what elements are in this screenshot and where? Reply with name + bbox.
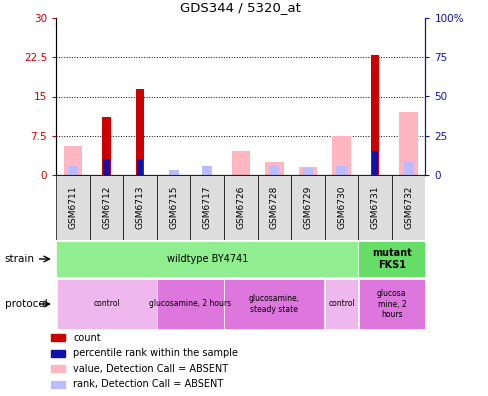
Text: protocol: protocol	[5, 299, 47, 309]
Text: GSM6732: GSM6732	[403, 186, 412, 229]
Bar	[57, 279, 156, 329]
Bar	[264, 162, 283, 175]
Text: GSM6713: GSM6713	[135, 186, 144, 229]
Bar	[269, 166, 279, 175]
Text: strain: strain	[5, 254, 35, 264]
Bar	[202, 166, 212, 175]
Text: count: count	[73, 333, 101, 343]
Bar	[137, 159, 143, 175]
Bar	[399, 112, 417, 175]
Text: value, Detection Call = ABSENT: value, Detection Call = ABSENT	[73, 364, 228, 374]
Text: GSM6717: GSM6717	[203, 186, 211, 229]
Bar	[123, 175, 157, 240]
Bar	[157, 279, 223, 329]
Text: percentile rank within the sample: percentile rank within the sample	[73, 348, 238, 358]
Text: control: control	[327, 299, 354, 308]
Text: glucosamine,
steady state: glucosamine, steady state	[248, 294, 299, 314]
Bar	[358, 279, 424, 329]
Bar	[224, 279, 324, 329]
Bar	[298, 167, 317, 175]
Bar	[103, 159, 110, 175]
Bar	[168, 170, 179, 175]
Bar	[336, 166, 346, 175]
Bar	[51, 350, 65, 357]
Bar	[51, 365, 65, 373]
Bar	[51, 381, 65, 388]
Bar	[257, 175, 290, 240]
Text: GSM6730: GSM6730	[336, 186, 346, 229]
Text: GDS344 / 5320_at: GDS344 / 5320_at	[180, 1, 301, 14]
Bar	[231, 151, 249, 175]
Bar	[102, 118, 111, 175]
Text: control: control	[93, 299, 120, 308]
Bar	[136, 89, 144, 175]
Bar	[302, 168, 312, 175]
Bar	[56, 241, 358, 277]
Text: GSM6731: GSM6731	[370, 186, 379, 229]
Bar	[358, 175, 391, 240]
Bar	[332, 136, 350, 175]
Bar	[63, 146, 82, 175]
Bar	[51, 334, 65, 341]
Text: GSM6726: GSM6726	[236, 186, 245, 229]
Bar	[290, 175, 324, 240]
Text: glucosa
mine, 2
hours: glucosa mine, 2 hours	[376, 289, 406, 319]
Bar	[56, 175, 90, 240]
Bar	[90, 175, 123, 240]
Bar	[68, 166, 78, 175]
Text: glucosamine, 2 hours: glucosamine, 2 hours	[149, 299, 231, 308]
Bar	[190, 175, 224, 240]
Text: GSM6712: GSM6712	[102, 186, 111, 229]
Text: mutant
FKS1: mutant FKS1	[371, 248, 411, 270]
Bar	[403, 161, 413, 175]
Bar	[370, 55, 379, 175]
Text: GSM6729: GSM6729	[303, 186, 312, 229]
Bar	[157, 175, 190, 240]
Bar	[371, 151, 378, 175]
Bar	[324, 175, 358, 240]
Text: GSM6711: GSM6711	[68, 186, 78, 229]
Bar	[391, 175, 425, 240]
Bar	[224, 175, 257, 240]
Text: wildtype BY4741: wildtype BY4741	[166, 254, 247, 264]
Text: GSM6715: GSM6715	[169, 186, 178, 229]
Text: rank, Detection Call = ABSENT: rank, Detection Call = ABSENT	[73, 379, 224, 389]
Bar	[358, 241, 425, 277]
Bar	[325, 279, 357, 329]
Text: GSM6728: GSM6728	[269, 186, 278, 229]
